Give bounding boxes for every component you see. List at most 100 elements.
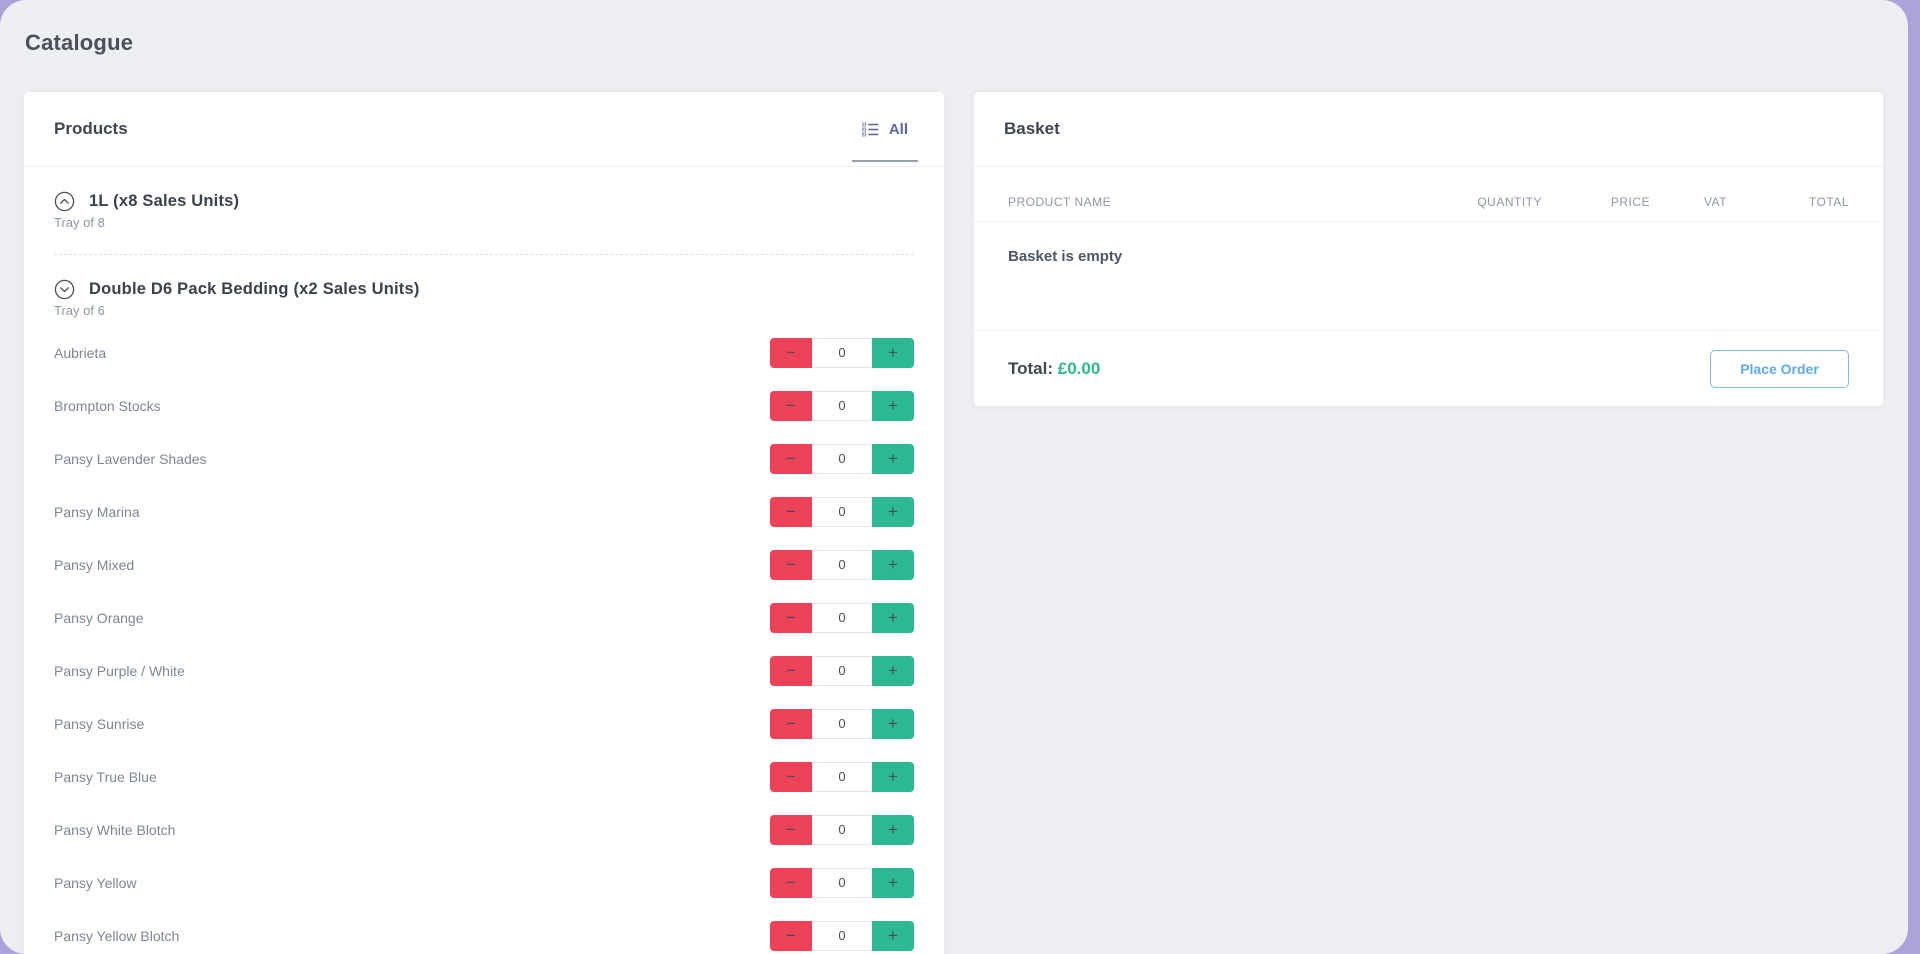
increase-quantity-button[interactable]: + [872,602,914,633]
product-name-label: Brompton Stocks [54,397,161,414]
basket-total-label: Total: [1008,358,1054,378]
products-title: Products [54,119,128,138]
increase-quantity-button[interactable]: + [872,549,914,580]
quantity-stepper: − + [770,708,914,739]
quantity-stepper: − + [770,443,914,474]
product-name-label: Pansy Orange [54,609,144,626]
product-name-label: Pansy Sunrise [54,715,145,732]
quantity-stepper: − + [770,549,914,580]
product-row: Pansy Mixed − + [54,538,914,591]
increase-quantity-button[interactable]: + [872,443,914,474]
decrease-quantity-button[interactable]: − [770,708,812,739]
quantity-stepper: − + [770,761,914,792]
quantity-stepper: − + [770,390,914,421]
group-title: Double D6 Pack Bedding (x2 Sales Units) [89,280,420,298]
quantity-stepper: − + [770,655,914,686]
decrease-quantity-button[interactable]: − [770,390,812,421]
decrease-quantity-button[interactable]: − [770,867,812,898]
increase-quantity-button[interactable]: + [872,337,914,368]
group-subtitle: Tray of 6 [54,303,105,318]
product-name-label: Aubrieta [54,344,107,361]
product-list: Aubrieta − + Brompton Stocks − + Pansy L… [54,326,914,954]
decrease-quantity-button[interactable]: − [770,814,812,845]
quantity-stepper: − + [770,496,914,527]
quantity-input[interactable] [812,814,872,845]
increase-quantity-button[interactable]: + [872,761,914,792]
product-row: Pansy Lavender Shades − + [54,432,914,485]
product-row: Pansy Yellow Blotch − + [54,909,914,954]
decrease-quantity-button[interactable]: − [770,655,812,686]
basket-total-value: £0.00 [1057,358,1101,378]
decrease-quantity-button[interactable]: − [770,337,812,368]
main-content: Products All [0,56,1908,954]
product-row: Pansy Purple / White − + [54,644,914,697]
quantity-stepper: − + [770,602,914,633]
product-name-label: Pansy Yellow [54,874,137,891]
product-name-label: Pansy White Blotch [54,821,176,838]
quantity-input[interactable] [812,655,872,686]
product-row: Pansy White Blotch − + [54,803,914,856]
product-name-label: Pansy Yellow Blotch [54,927,180,944]
products-panel: Products All [23,91,945,954]
quantity-stepper: − + [770,814,914,845]
quantity-stepper: − + [770,337,914,368]
increase-quantity-button[interactable]: + [872,920,914,951]
product-name-label: Pansy Lavender Shades [54,450,207,467]
basket-column-vat: VAT [1703,195,1727,209]
product-row: Brompton Stocks − + [54,379,914,432]
list-icon [861,121,879,138]
group-title: 1L (x8 Sales Units) [89,192,240,210]
decrease-quantity-button[interactable]: − [770,920,812,951]
quantity-input[interactable] [812,602,872,633]
quantity-input[interactable] [812,867,872,898]
quantity-input[interactable] [812,496,872,527]
quantity-input[interactable] [812,337,872,368]
product-row: Pansy Orange − + [54,591,914,644]
chevron-up-circle-icon [54,191,75,212]
increase-quantity-button[interactable]: + [872,814,914,845]
product-name-label: Pansy Mixed [54,556,135,573]
product-row: Pansy True Blue − + [54,750,914,803]
product-name-label: Pansy Marina [54,503,140,520]
quantity-stepper: − + [770,867,914,898]
increase-quantity-button[interactable]: + [872,655,914,686]
increase-quantity-button[interactable]: + [872,867,914,898]
basket-total: Total: £0.00 [1008,359,1100,379]
product-row: Pansy Sunrise − + [54,697,914,750]
increase-quantity-button[interactable]: + [872,708,914,739]
decrease-quantity-button[interactable]: − [770,761,812,792]
basket-column-product-name: PRODUCT NAME [1008,195,1112,209]
product-sections: 1L (x8 Sales Units) Tray of 8 Double D6 … [24,167,944,954]
decrease-quantity-button[interactable]: − [770,602,812,633]
basket-title: Basket [1004,119,1060,138]
page-title: Catalogue [25,30,134,55]
product-name-label: Pansy True Blue [54,768,157,785]
quantity-input[interactable] [812,549,872,580]
product-name-label: Pansy Purple / White [54,662,185,679]
quantity-input[interactable] [812,920,872,951]
chevron-down-circle-icon [54,279,75,300]
quantity-stepper: − + [770,920,914,951]
basket-empty-message: Basket is empty [1008,248,1123,265]
basket-column-quantity: QUANTITY [1477,195,1542,209]
quantity-input[interactable] [812,443,872,474]
basket-table-header: PRODUCT NAME QUANTITY PRICE VAT TOTAL [974,167,1883,222]
group-toggle[interactable]: Double D6 Pack Bedding (x2 Sales Units) [54,279,914,300]
product-group-1l: 1L (x8 Sales Units) Tray of 8 [54,167,914,255]
product-row: Pansy Marina − + [54,485,914,538]
quantity-input[interactable] [812,708,872,739]
filter-tab-all[interactable]: All [851,92,919,167]
increase-quantity-button[interactable]: + [872,496,914,527]
basket-header: Basket [974,92,1883,167]
decrease-quantity-button[interactable]: − [770,443,812,474]
quantity-input[interactable] [812,390,872,421]
decrease-quantity-button[interactable]: − [770,549,812,580]
increase-quantity-button[interactable]: + [872,390,914,421]
product-group-double-d6: Double D6 Pack Bedding (x2 Sales Units) … [54,255,914,326]
decrease-quantity-button[interactable]: − [770,496,812,527]
quantity-input[interactable] [812,761,872,792]
basket-panel: Basket PRODUCT NAME QUANTITY PRICE VAT TOTAL… [973,91,1884,407]
group-toggle[interactable]: 1L (x8 Sales Units) [54,191,914,212]
place-order-button[interactable]: Place Order [1710,349,1849,388]
